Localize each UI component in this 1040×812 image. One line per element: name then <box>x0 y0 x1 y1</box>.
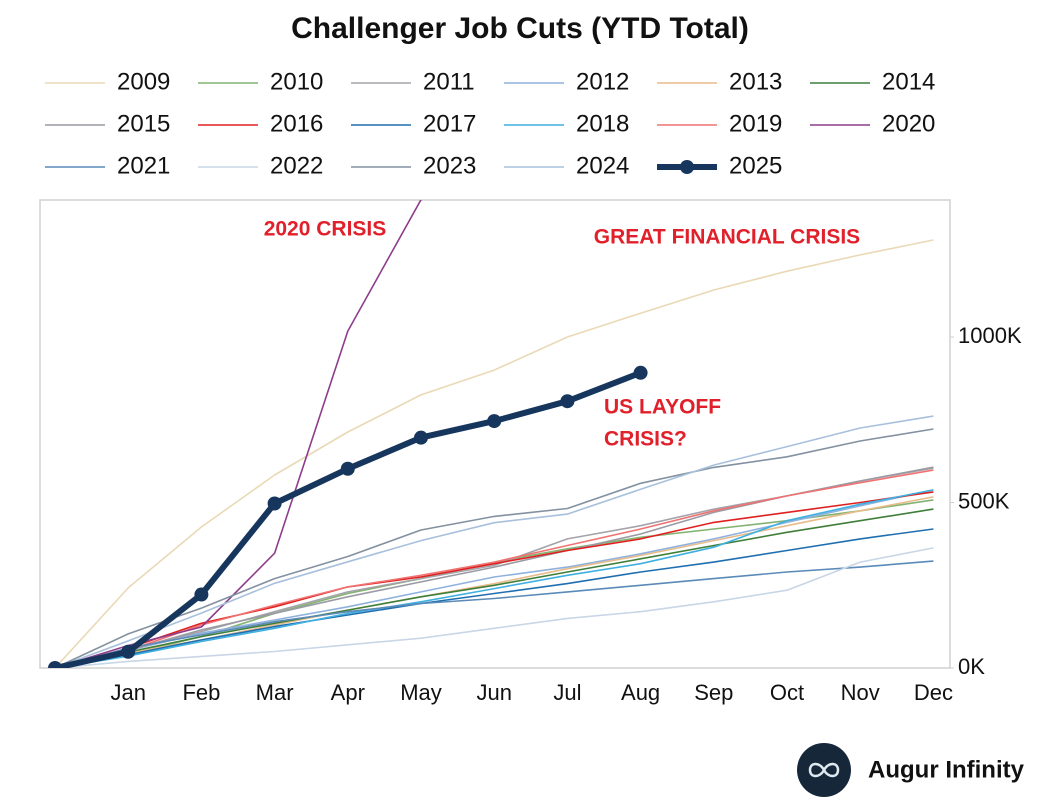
x-tick-label: Jul <box>553 680 581 705</box>
data-point <box>633 365 648 380</box>
legend-label: 2011 <box>423 68 475 95</box>
data-point <box>487 414 502 429</box>
legend-label: 2009 <box>117 68 170 95</box>
series-line <box>54 200 422 668</box>
legend-marker <box>680 160 694 174</box>
legend-label: 2025 <box>729 152 782 179</box>
logo-infinity <box>808 762 840 778</box>
series-line <box>54 415 934 668</box>
y-tick-label: 1000K <box>958 323 1022 348</box>
data-point <box>121 644 136 659</box>
x-tick-label: Aug <box>621 680 660 705</box>
x-tick-label: May <box>400 680 442 705</box>
legend-label: 2016 <box>270 110 323 137</box>
series-line <box>54 469 934 668</box>
legend-label: 2023 <box>423 152 476 179</box>
legend-label: 2022 <box>270 152 323 179</box>
legend-label: 2010 <box>270 68 323 95</box>
legend-label: 2013 <box>729 68 782 95</box>
x-tick-label: Sep <box>694 680 733 705</box>
annotation: CRISIS? <box>604 428 687 451</box>
brand-logo <box>797 743 851 797</box>
legend-label: 2018 <box>576 110 629 137</box>
legend-label: 2015 <box>117 110 170 137</box>
x-tick-label: Oct <box>770 680 804 705</box>
x-tick-label: Jan <box>110 680 145 705</box>
data-point <box>194 587 209 602</box>
legend-label: 2017 <box>423 110 476 137</box>
data-point <box>267 496 282 511</box>
x-tick-label: Mar <box>256 680 294 705</box>
data-point <box>340 461 355 476</box>
series-line <box>54 489 934 668</box>
y-tick-label: 0K <box>958 654 985 679</box>
annotation: US LAYOFF <box>604 396 721 419</box>
annotation: GREAT FINANCIAL CRISIS <box>594 226 860 249</box>
series-line <box>54 239 934 668</box>
series-line <box>54 547 934 668</box>
annotation: 2020 CRISIS <box>264 218 387 241</box>
chart-title: Challenger Job Cuts (YTD Total) <box>291 12 749 45</box>
legend-label: 2024 <box>576 152 629 179</box>
brand-name: Augur Infinity <box>868 756 1025 783</box>
x-tick-label: Jun <box>476 680 511 705</box>
x-tick-label: Feb <box>182 680 220 705</box>
data-point <box>414 430 428 445</box>
series-line <box>54 528 934 668</box>
legend-label: 2020 <box>882 110 935 137</box>
series-line <box>54 491 934 668</box>
legend-label: 2021 <box>117 152 170 179</box>
x-tick-label: Apr <box>331 680 365 705</box>
y-tick-label: 500K <box>958 488 1010 513</box>
legend-label: 2014 <box>882 68 935 95</box>
series-line <box>54 489 934 668</box>
x-tick-label: Nov <box>841 680 880 705</box>
series-line <box>54 428 934 668</box>
series-line <box>54 560 934 668</box>
x-tick-label: Dec <box>914 680 953 705</box>
legend-label: 2019 <box>729 110 782 137</box>
series-line <box>54 508 934 668</box>
data-point <box>48 661 62 668</box>
plot-area <box>48 200 934 668</box>
legend-label: 2012 <box>576 68 629 95</box>
plot-frame <box>39 199 951 669</box>
data-point <box>560 394 575 409</box>
